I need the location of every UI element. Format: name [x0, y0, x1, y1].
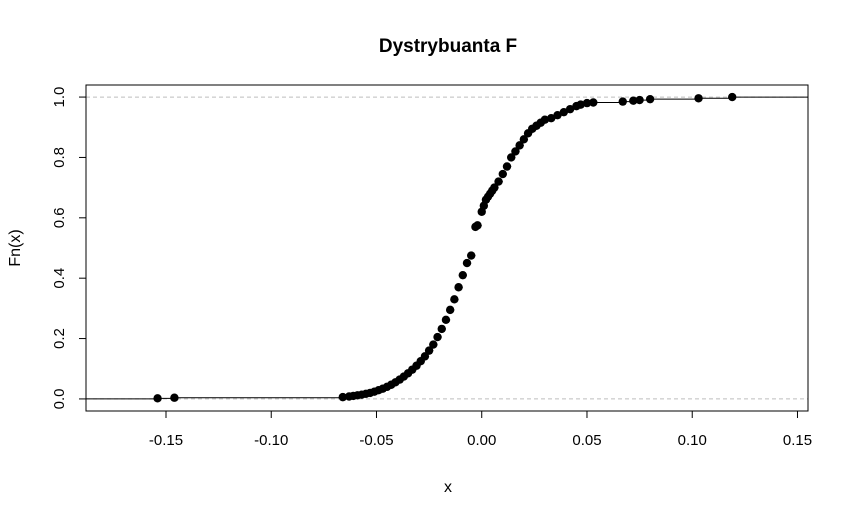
- data-point: [437, 324, 446, 334]
- x-axis: -0.15 -0.10 -0.05 0.00 0.05 0.10 0.15: [149, 410, 812, 449]
- data-point: [473, 221, 482, 230]
- data-point: [553, 110, 562, 120]
- data-point: [498, 169, 507, 179]
- data-point: [618, 97, 627, 106]
- data-point: [338, 392, 348, 402]
- y-axis: 0.0 0.2 0.4 0.6 0.8 1.0: [51, 87, 87, 409]
- data-point: [582, 98, 592, 108]
- data-point: [445, 305, 455, 315]
- data-point: [565, 104, 575, 114]
- y-tick-label: 1.0: [51, 87, 68, 108]
- data-point: [728, 92, 737, 102]
- data-point: [494, 177, 503, 186]
- chart-title: Dystrybuanta F: [379, 36, 517, 57]
- step-path: [86, 96, 808, 400]
- y-tick-label: 0.8: [51, 147, 68, 168]
- data-point: [507, 153, 516, 162]
- data-point: [454, 283, 463, 292]
- y-tick-label: 0.0: [51, 388, 68, 409]
- data-point: [519, 135, 529, 144]
- data-point: [462, 258, 472, 268]
- data-point: [450, 295, 459, 304]
- data-point: [629, 96, 638, 105]
- data-point: [589, 98, 598, 107]
- x-tick-label: -0.15: [149, 432, 183, 449]
- data-point: [635, 95, 644, 105]
- x-tick-label: 0.00: [467, 432, 496, 449]
- data-point: [490, 183, 499, 192]
- data-point: [576, 100, 585, 109]
- plot-frame: [85, 84, 809, 412]
- y-tick-label: 0.6: [51, 207, 68, 228]
- x-tick-label: 0.15: [783, 432, 812, 449]
- data-point: [458, 270, 467, 280]
- ecdf-points: [153, 92, 737, 403]
- data-point: [467, 251, 476, 260]
- data-point: [441, 315, 451, 325]
- x-axis-label: x: [444, 479, 452, 496]
- data-point: [429, 340, 438, 349]
- data-point: [546, 114, 556, 123]
- data-point: [645, 94, 655, 104]
- y-tick-label: 0.2: [51, 328, 68, 349]
- reference-lines: [86, 96, 808, 400]
- data-point: [424, 346, 434, 355]
- x-tick-label: 0.10: [678, 432, 707, 449]
- data-point: [433, 332, 442, 342]
- y-tick-label: 0.4: [51, 268, 68, 289]
- data-point: [153, 394, 162, 403]
- data-point: [540, 115, 550, 124]
- data-point: [559, 107, 569, 117]
- y-axis-label: Fn(x): [7, 229, 24, 266]
- data-point: [502, 162, 512, 171]
- data-point: [511, 147, 520, 156]
- ecdf-step-line: [86, 96, 808, 400]
- x-tick-label: 0.05: [572, 432, 601, 449]
- data-point: [515, 141, 524, 150]
- data-point: [170, 393, 179, 402]
- data-point: [694, 94, 703, 103]
- x-tick-label: -0.05: [359, 432, 393, 449]
- x-tick-label: -0.10: [254, 432, 288, 449]
- data-point: [420, 352, 430, 361]
